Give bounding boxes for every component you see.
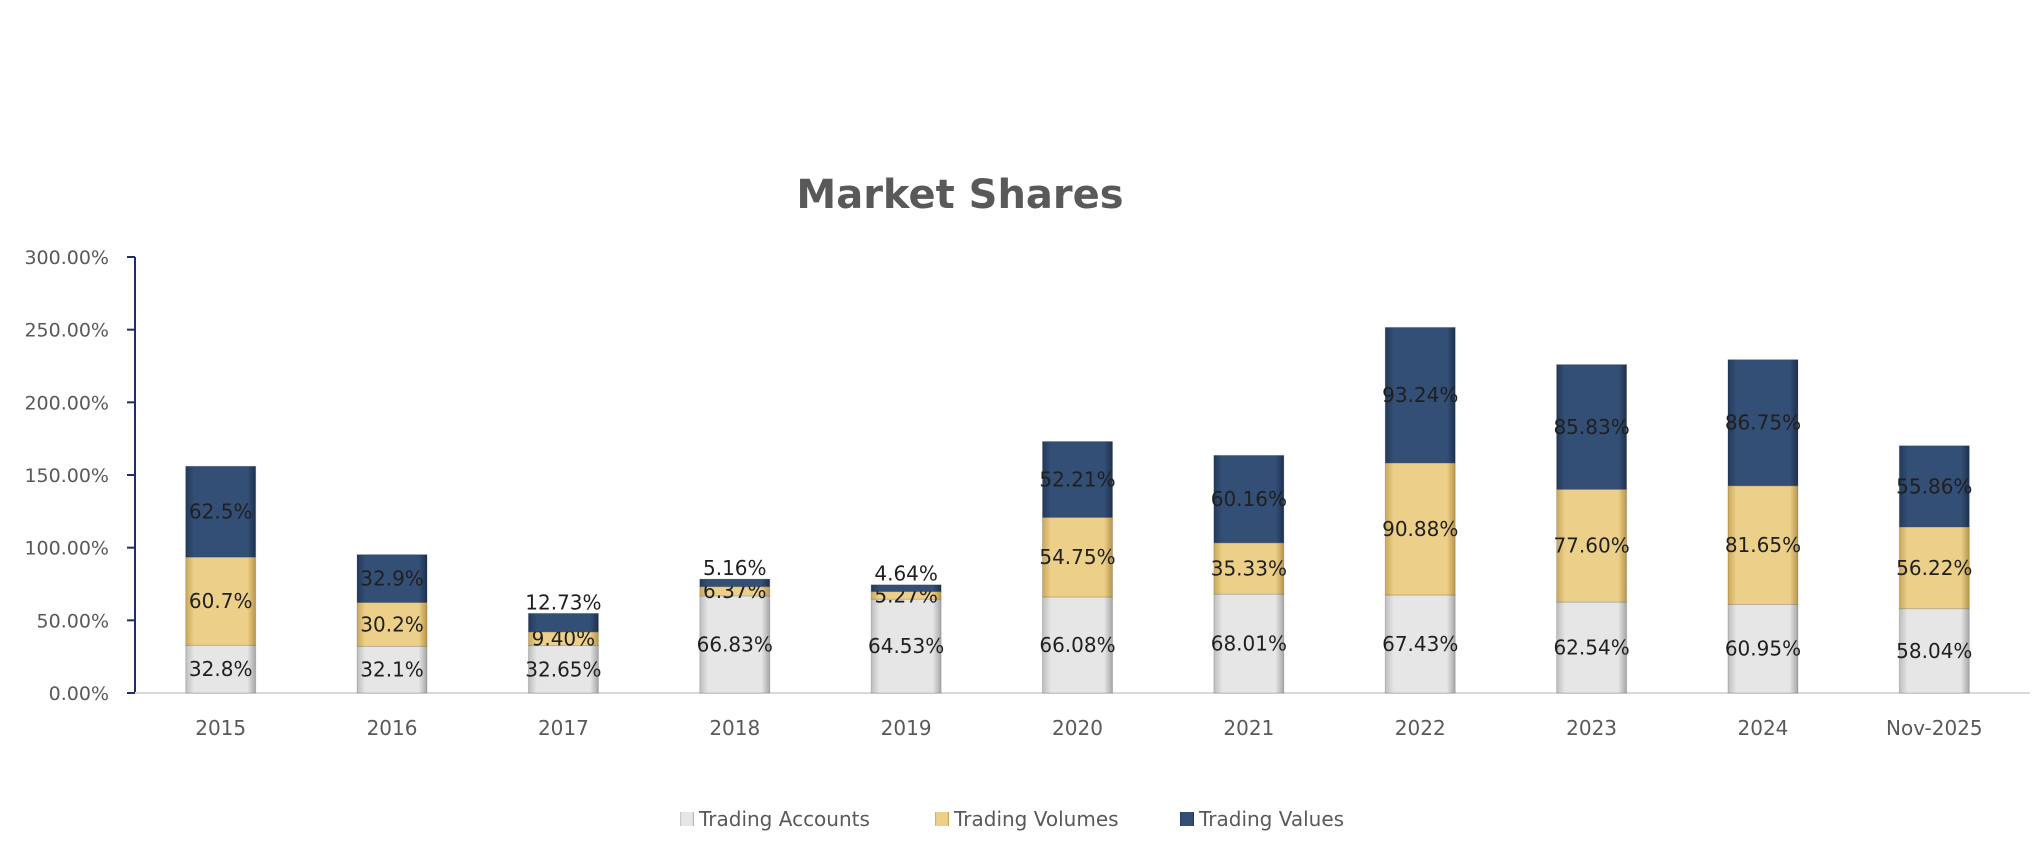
data-label: 77.60% (1553, 534, 1629, 558)
data-label: 60.95% (1725, 637, 1801, 661)
y-tick-label: 50.00% (37, 610, 109, 632)
bar-trading-volumes (1898, 526, 1970, 610)
legend-label: Trading Accounts (698, 807, 870, 831)
x-tick-label: 2020 (1052, 716, 1103, 740)
bar-trading-values (185, 465, 257, 558)
y-tick-label: 0.00% (49, 683, 109, 705)
legend-swatch-trading-accounts (680, 812, 694, 826)
data-label: 68.01% (1211, 632, 1287, 656)
legend-label: Trading Values (1198, 807, 1344, 831)
data-label: 12.73% (525, 590, 601, 614)
bar-trading-accounts (870, 598, 942, 694)
bar-trading-accounts (1042, 596, 1113, 694)
data-label: 32.65% (525, 657, 601, 681)
data-label: 4.64% (874, 561, 938, 585)
x-tick-label: 2023 (1566, 716, 1617, 740)
data-label: 58.04% (1896, 639, 1972, 663)
bar-trading-volumes (356, 601, 428, 647)
bar-trading-values (1556, 364, 1628, 490)
bar-trading-accounts (356, 645, 428, 694)
chart-title: Market Shares (796, 172, 1123, 218)
data-label: 86.75% (1725, 411, 1801, 435)
x-tick-label: 2017 (538, 716, 589, 740)
data-label: 54.75% (1039, 545, 1115, 569)
data-label: 90.88% (1382, 517, 1458, 541)
bar-trading-accounts (699, 595, 771, 694)
data-label: 60.7% (189, 589, 253, 613)
data-label: 30.2% (360, 612, 424, 636)
bar-trading-values (1384, 326, 1456, 464)
x-tick-label: 2019 (881, 716, 932, 740)
bar-trading-accounts (1384, 594, 1456, 694)
bar-trading-volumes (1384, 462, 1456, 596)
data-label: 81.65% (1725, 533, 1801, 557)
bar-trading-accounts (1213, 593, 1285, 694)
y-tick-label: 200.00% (24, 392, 109, 414)
data-label: 32.9% (360, 567, 424, 591)
bar-trading-volumes (1556, 488, 1628, 603)
bar-trading-values (527, 612, 599, 633)
bar-trading-values (699, 578, 771, 588)
data-label: 64.53% (868, 634, 944, 658)
x-tick-label: 2021 (1223, 716, 1274, 740)
data-label: 66.08% (1039, 633, 1115, 657)
data-label: 62.5% (189, 500, 253, 524)
data-label: 52.21% (1039, 467, 1115, 491)
x-tick-label: 2024 (1738, 716, 1789, 740)
legend-swatch-trading-volumes (935, 812, 949, 826)
y-tick-label: 100.00% (24, 538, 109, 560)
bar-trading-volumes (185, 556, 257, 646)
x-tick-label: 2015 (195, 716, 246, 740)
data-label: 32.8% (189, 657, 253, 681)
bar-trading-volumes (1213, 542, 1285, 595)
bar-trading-values (1727, 359, 1799, 487)
legend-swatch-trading-values (1180, 812, 1194, 826)
data-label: 67.43% (1382, 632, 1458, 656)
x-tick-label: Nov-2025 (1886, 716, 1983, 740)
data-label: 60.16% (1211, 487, 1287, 511)
legend: Trading Accounts Trading Volumes Trading V… (680, 807, 1344, 831)
bar-trading-accounts (185, 644, 257, 694)
data-label: 35.33% (1211, 556, 1287, 580)
x-tick-label: 2022 (1395, 716, 1446, 740)
data-label: 62.54% (1553, 636, 1629, 660)
data-label: 66.83% (697, 632, 773, 656)
bar-trading-values (1042, 441, 1113, 518)
data-label: 55.86% (1896, 474, 1972, 498)
y-tick-label: 300.00% (24, 247, 109, 269)
bar-trading-values (1898, 445, 1970, 528)
x-tick-label: 2018 (709, 716, 760, 740)
bar-trading-values (870, 584, 942, 593)
data-label: 5.16% (703, 556, 767, 580)
bar-trading-values (356, 554, 428, 603)
bar-trading-values (1213, 454, 1285, 544)
bar-trading-accounts (1898, 608, 1970, 694)
data-label: 56.22% (1896, 556, 1972, 580)
data-label: 85.83% (1553, 415, 1629, 439)
data-label: 93.24% (1382, 383, 1458, 407)
bar-trading-accounts (1556, 601, 1628, 694)
data-label: 32.1% (360, 658, 424, 682)
bar-trading-volumes (1042, 516, 1113, 598)
y-tick-label: 250.00% (24, 320, 109, 342)
x-tick-label: 2016 (367, 716, 418, 740)
legend-label: Trading Volumes (953, 807, 1119, 831)
y-tick-label: 150.00% (24, 465, 109, 487)
